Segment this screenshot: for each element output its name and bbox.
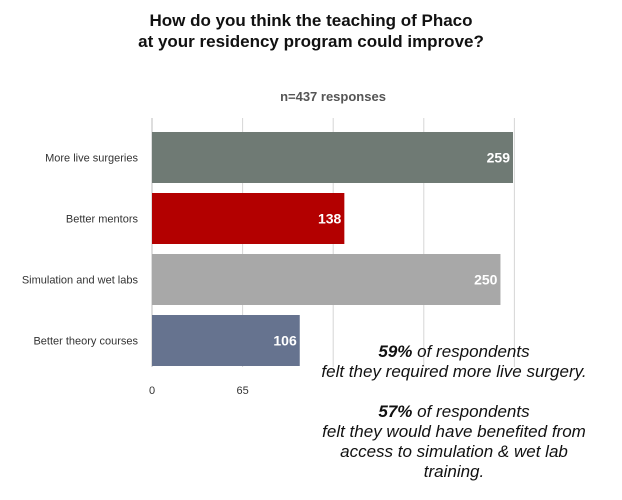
chart-title: How do you think the teaching of Phaco a… [0, 10, 622, 52]
annotation-simulation-line-4: training. [423, 462, 485, 481]
bar-value-label: 106 [273, 333, 297, 349]
annotation-simulation-lead: of respondents [412, 402, 530, 421]
bar-1 [152, 132, 513, 183]
chart-title-line-1: How do you think the teaching of Phaco [149, 11, 473, 30]
x-tick-label: 0 [149, 385, 155, 397]
bar-3 [152, 254, 501, 305]
category-label: Simulation and wet labs [22, 275, 139, 287]
bar-4 [152, 315, 300, 366]
chart-title-line-2: at your residency program could improve? [138, 32, 484, 51]
annotation-live-surgery: 59% of respondents felt they required mo… [296, 342, 612, 382]
annotation-simulation-percent: 57% [378, 402, 413, 421]
category-label: Better mentors [66, 214, 139, 226]
bar-value-label: 259 [487, 150, 511, 166]
category-label: Better theory courses [33, 336, 138, 348]
annotation-simulation: 57% of respondents felt they would have … [296, 402, 612, 482]
category-label: More live surgeries [45, 153, 138, 165]
annotation-live-surgery-percent: 59% [378, 342, 413, 361]
bar-value-label: 138 [318, 211, 342, 227]
annotation-live-surgery-line-2: felt they required more live surgery. [321, 362, 587, 381]
annotation-simulation-line-1: 57% of respondents [296, 402, 612, 422]
chart-subtitle: n=437 responses [280, 89, 386, 104]
annotation-live-surgery-line-1: 59% of respondents [296, 342, 612, 362]
annotation-simulation-line-3: access to simulation & wet lab [340, 442, 568, 461]
bar-2 [152, 193, 345, 244]
annotation-live-surgery-lead: of respondents [412, 342, 530, 361]
annotation-simulation-line-2: felt they would have benefited from [322, 422, 586, 441]
x-tick-label: 65 [236, 385, 248, 397]
bar-value-label: 250 [474, 272, 498, 288]
